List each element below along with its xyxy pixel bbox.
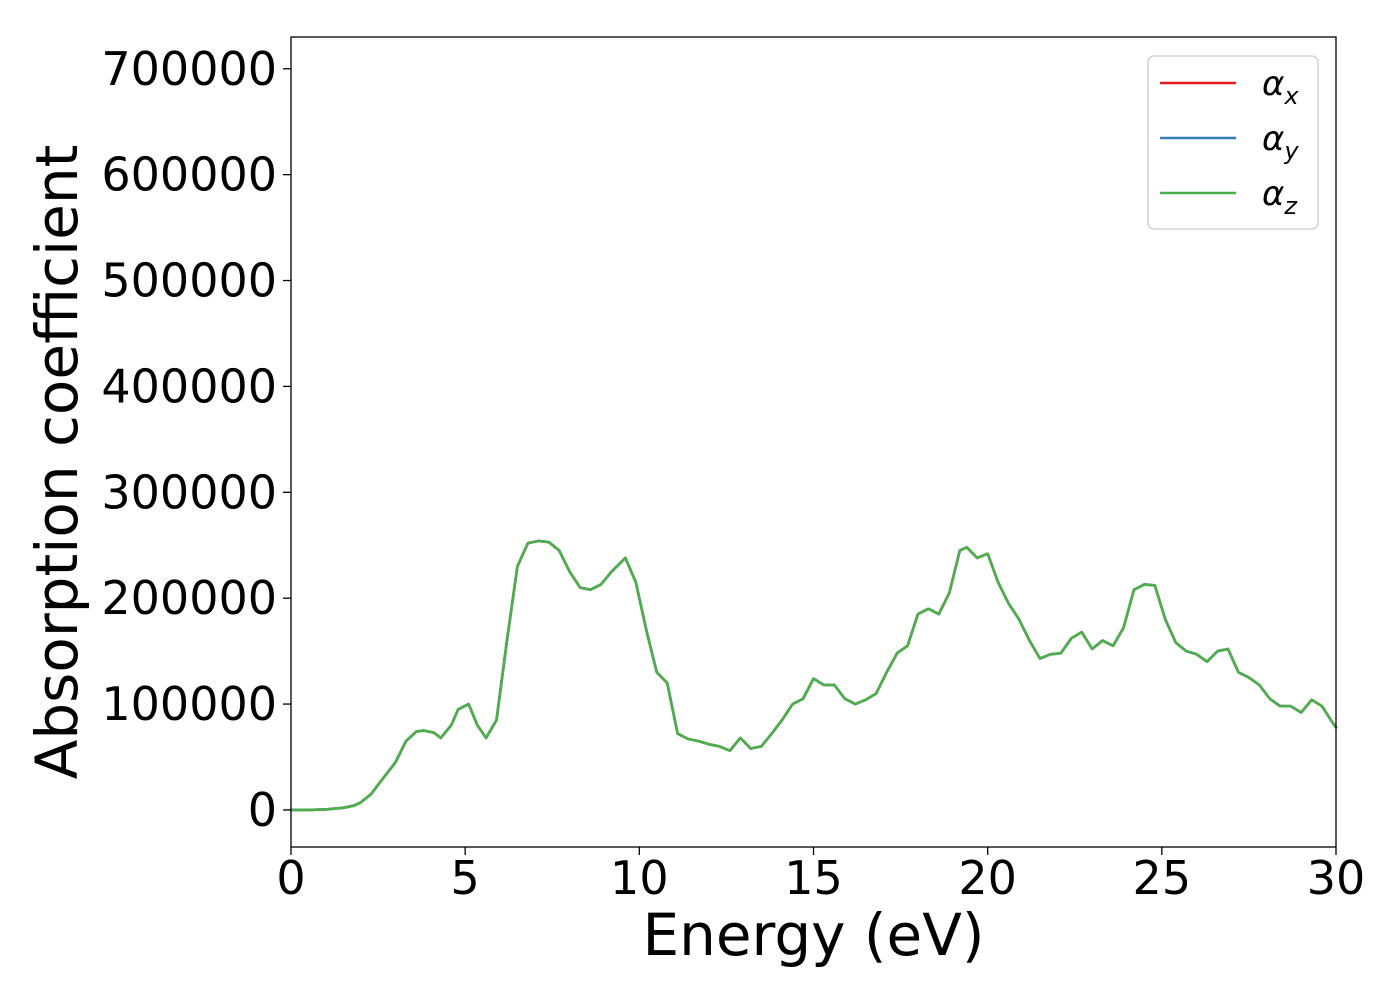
y-tick-label: 700000 bbox=[101, 42, 277, 96]
x-axis-title: Energy (eV) bbox=[642, 901, 984, 969]
x-tick-label: 0 bbox=[276, 851, 305, 905]
legend-box bbox=[1147, 55, 1319, 230]
y-tick-label: 100000 bbox=[101, 677, 277, 731]
y-axis-title: Absorption coefficient bbox=[23, 145, 91, 780]
y-tick-label: 500000 bbox=[101, 254, 277, 308]
x-tick-label: 15 bbox=[784, 851, 843, 905]
legend: αx αy αz bbox=[1147, 55, 1319, 230]
x-tick-label: 5 bbox=[451, 851, 480, 905]
legend-label: αy bbox=[1262, 119, 1299, 165]
y-tick-label: 200000 bbox=[101, 571, 277, 625]
series-line-3 bbox=[289, 539, 1338, 812]
x-tick-label: 20 bbox=[958, 851, 1017, 905]
series-layer bbox=[289, 539, 1338, 812]
x-tick-label: 25 bbox=[1133, 851, 1192, 905]
x-tick-label: 30 bbox=[1307, 851, 1366, 905]
x-axis-ticks: 0 5 10 15 20 25 30 bbox=[276, 847, 1365, 905]
y-axis-ticks: 0 100000 200000 300000 400000 500000 600000 700… bbox=[101, 42, 291, 837]
legend-label: αz bbox=[1262, 174, 1298, 220]
y-tick-label: 300000 bbox=[101, 465, 277, 519]
legend-label: αx bbox=[1262, 64, 1299, 110]
x-tick-label: 10 bbox=[610, 851, 669, 905]
y-tick-label: 0 bbox=[248, 783, 277, 837]
y-tick-label: 400000 bbox=[101, 359, 277, 413]
y-tick-label: 600000 bbox=[101, 148, 277, 202]
